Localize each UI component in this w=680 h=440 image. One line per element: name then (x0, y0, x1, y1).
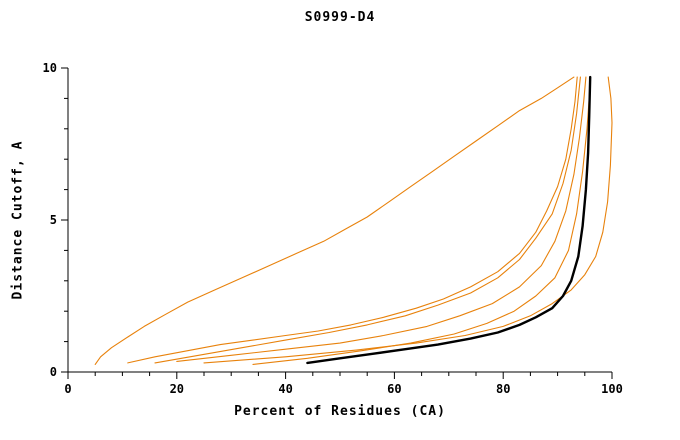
x-axis-label: Percent of Residues (CA) (234, 404, 446, 419)
series-model-d (176, 76, 587, 362)
series-model-f (203, 76, 613, 364)
x-tick-label: 100 (601, 382, 623, 396)
x-tick-label: 60 (387, 382, 401, 396)
series-reference (306, 75, 592, 365)
y-tick-label: 10 (43, 61, 57, 75)
x-tick-label: 40 (278, 382, 292, 396)
y-tick-label: 0 (50, 365, 57, 379)
x-tick-label: 80 (496, 382, 510, 396)
series-model-c (154, 76, 581, 364)
x-tick-label: 20 (170, 382, 184, 396)
x-tick-label: 0 (64, 382, 71, 396)
chart-title: S0999-D4 (304, 10, 376, 25)
series-model-b (127, 76, 578, 364)
series-model-e (252, 76, 591, 365)
series-model-a (94, 76, 575, 365)
y-tick-label: 5 (50, 213, 57, 227)
